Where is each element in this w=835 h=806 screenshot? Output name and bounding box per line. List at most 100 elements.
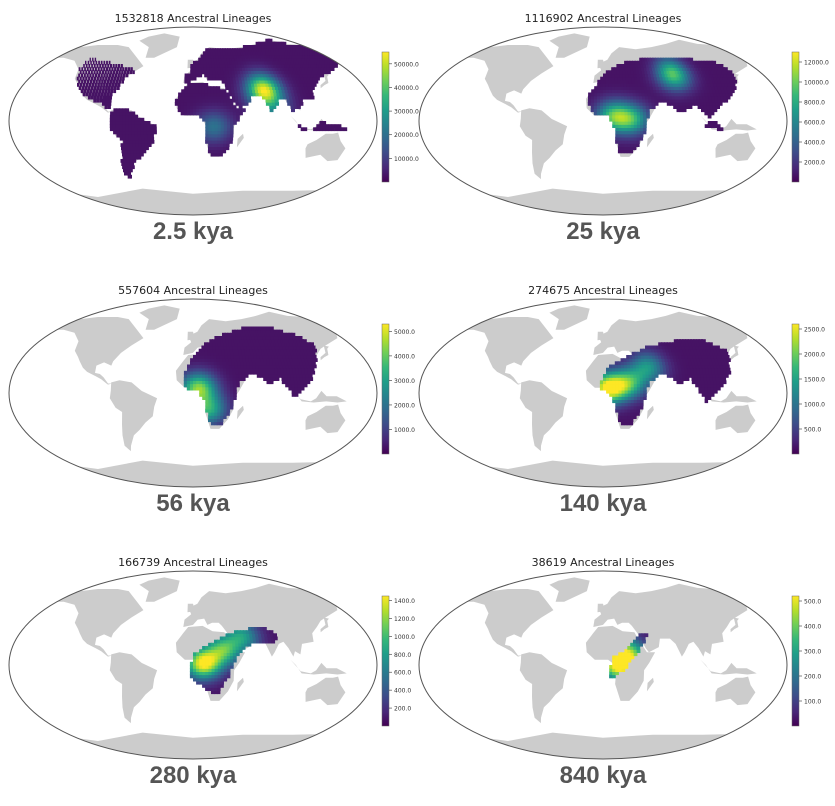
heat-cell — [181, 89, 185, 94]
heat-cell — [627, 418, 631, 423]
heat-cell — [603, 98, 607, 103]
heat-cell — [696, 370, 701, 375]
heat-cell — [728, 92, 733, 97]
heat-cell — [673, 348, 679, 353]
heat-cell — [214, 677, 218, 682]
heat-cell — [131, 133, 136, 138]
heat-cell — [319, 124, 323, 128]
heat-cell — [624, 127, 629, 132]
heat-cell — [726, 358, 731, 362]
heat-cell — [241, 64, 246, 68]
heat-cell — [720, 73, 726, 78]
heat-cell — [621, 661, 626, 666]
heat-cell — [688, 105, 693, 109]
heat-cell — [128, 168, 133, 173]
heat-cell — [296, 339, 302, 343]
heat-cell — [702, 86, 708, 90]
heat-cell — [222, 92, 227, 97]
heat-cell — [277, 370, 282, 375]
heat-cell — [292, 348, 297, 353]
heat-cell — [217, 415, 221, 419]
heat-cell — [199, 98, 203, 103]
heat-cell — [222, 336, 227, 340]
heat-cell — [675, 83, 680, 87]
heat-cell — [214, 680, 218, 685]
heat-cell — [211, 60, 215, 65]
heat-cell — [666, 374, 671, 378]
heat-cell — [625, 70, 629, 75]
heat-cell — [211, 674, 215, 679]
heat-cell — [615, 114, 619, 119]
heat-cell — [697, 105, 702, 109]
heat-cell — [687, 370, 692, 375]
heat-cell — [651, 76, 656, 81]
heat-cell — [263, 76, 269, 81]
heat-cell — [214, 108, 219, 113]
heat-cell — [100, 60, 103, 65]
heat-cell — [259, 639, 263, 644]
heat-cell — [690, 83, 695, 87]
heat-cell — [639, 405, 644, 410]
heat-cell — [193, 374, 197, 378]
heat-cell — [654, 79, 659, 84]
heat-cell — [189, 671, 194, 676]
heat-cell — [214, 684, 218, 688]
heat-cell — [287, 89, 292, 94]
heat-cell — [630, 121, 635, 125]
heat-cell — [214, 415, 218, 419]
heat-cell — [657, 67, 662, 71]
heat-cell — [603, 102, 607, 106]
heat-cell — [211, 380, 216, 385]
heat-cell — [199, 674, 203, 679]
heat-cell — [259, 351, 264, 356]
heat-cell — [99, 70, 102, 75]
heat-cell — [125, 121, 129, 125]
heat-cell — [606, 367, 610, 372]
heat-cell — [594, 89, 598, 94]
heat-cell — [245, 355, 250, 359]
heat-cell — [228, 89, 233, 94]
heat-cell — [102, 98, 106, 103]
heat-cell — [672, 355, 677, 359]
heat-cell — [297, 92, 302, 97]
heat-cell — [621, 108, 626, 113]
heat-cell — [291, 380, 295, 385]
heat-cell — [627, 408, 631, 413]
heat-cell — [666, 60, 671, 65]
heat-cell — [104, 70, 107, 75]
heat-cell — [143, 121, 148, 125]
heat-cell — [670, 86, 675, 90]
heat-cell — [702, 98, 707, 103]
heat-cell — [640, 121, 644, 125]
heat-cell — [615, 668, 619, 672]
heat-cell — [304, 67, 310, 71]
heat-cell — [310, 64, 316, 68]
heat-cell — [214, 386, 219, 391]
heat-cell — [694, 361, 699, 366]
heat-cell — [317, 70, 323, 75]
heat-cell — [119, 130, 124, 135]
heat-cell — [690, 367, 695, 372]
heat-cell — [220, 396, 225, 400]
heat-cell — [203, 67, 208, 71]
heat-cell — [137, 155, 142, 160]
land-seasia — [290, 659, 347, 675]
heat-cell — [636, 136, 641, 141]
heat-cell — [208, 399, 212, 404]
heat-cell — [723, 370, 729, 375]
heat-cell — [223, 121, 228, 125]
heat-cell — [223, 73, 228, 78]
heat-cell — [193, 377, 197, 381]
heat-cell — [261, 633, 266, 638]
heat-cell — [211, 389, 216, 394]
heat-cell — [293, 377, 298, 381]
heat-cell — [667, 57, 672, 62]
heat-cell — [196, 652, 200, 657]
heat-cell — [232, 649, 237, 653]
heat-cell — [277, 83, 282, 87]
heat-cell — [269, 361, 275, 366]
heat-cell — [221, 79, 226, 84]
heat-cell — [234, 358, 238, 362]
heat-cell — [674, 70, 680, 75]
heat-cell — [649, 86, 654, 90]
